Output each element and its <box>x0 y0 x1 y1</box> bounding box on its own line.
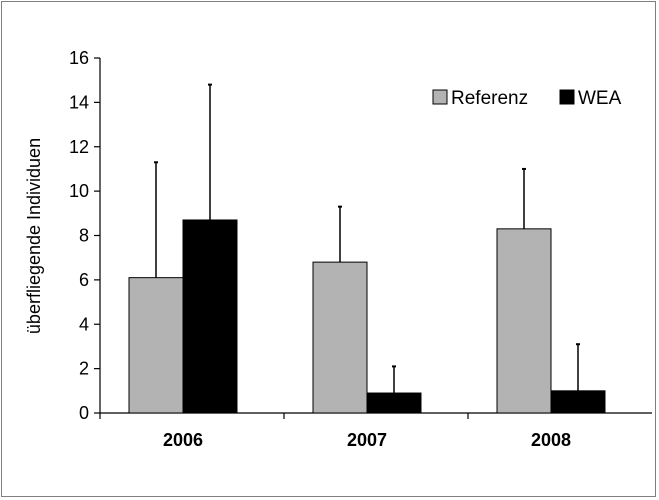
y-tick-label: 16 <box>69 48 89 68</box>
legend-swatch-wea <box>559 89 575 105</box>
y-tick-label: 6 <box>79 270 89 290</box>
legend: Referenz WEA <box>432 88 622 109</box>
x-tick-label: 2007 <box>347 430 387 450</box>
bars <box>128 219 606 414</box>
y-tick-label: 0 <box>79 403 89 423</box>
y-tick-label: 2 <box>79 359 89 379</box>
y-tick-label: 4 <box>79 314 89 334</box>
y-tick-label: 8 <box>79 226 89 246</box>
legend-label-referenz: Referenz <box>451 88 528 109</box>
bar-referenz-2008 <box>496 228 552 414</box>
x-tick-label: 2008 <box>531 430 571 450</box>
y-tick-label: 14 <box>69 92 89 112</box>
bar-wea-2006 <box>182 219 238 414</box>
bar-referenz-2007 <box>312 261 368 414</box>
bar-wea-2008 <box>550 390 606 414</box>
legend-swatch-referenz <box>432 89 448 105</box>
y-tick-label: 10 <box>69 181 89 201</box>
x-axis: 2006 2007 2008 <box>99 412 652 450</box>
y-axis-label: überfliegende Individuen <box>24 138 44 334</box>
y-axis: 0 2 4 6 8 10 12 14 16 <box>69 48 101 423</box>
bar-wea-2007 <box>366 392 422 414</box>
y-tick-label: 12 <box>69 137 89 157</box>
x-tick-label: 2006 <box>163 430 203 450</box>
legend-label-wea: WEA <box>578 88 622 109</box>
bar-referenz-2006 <box>128 277 184 414</box>
error-bars <box>154 83 580 394</box>
